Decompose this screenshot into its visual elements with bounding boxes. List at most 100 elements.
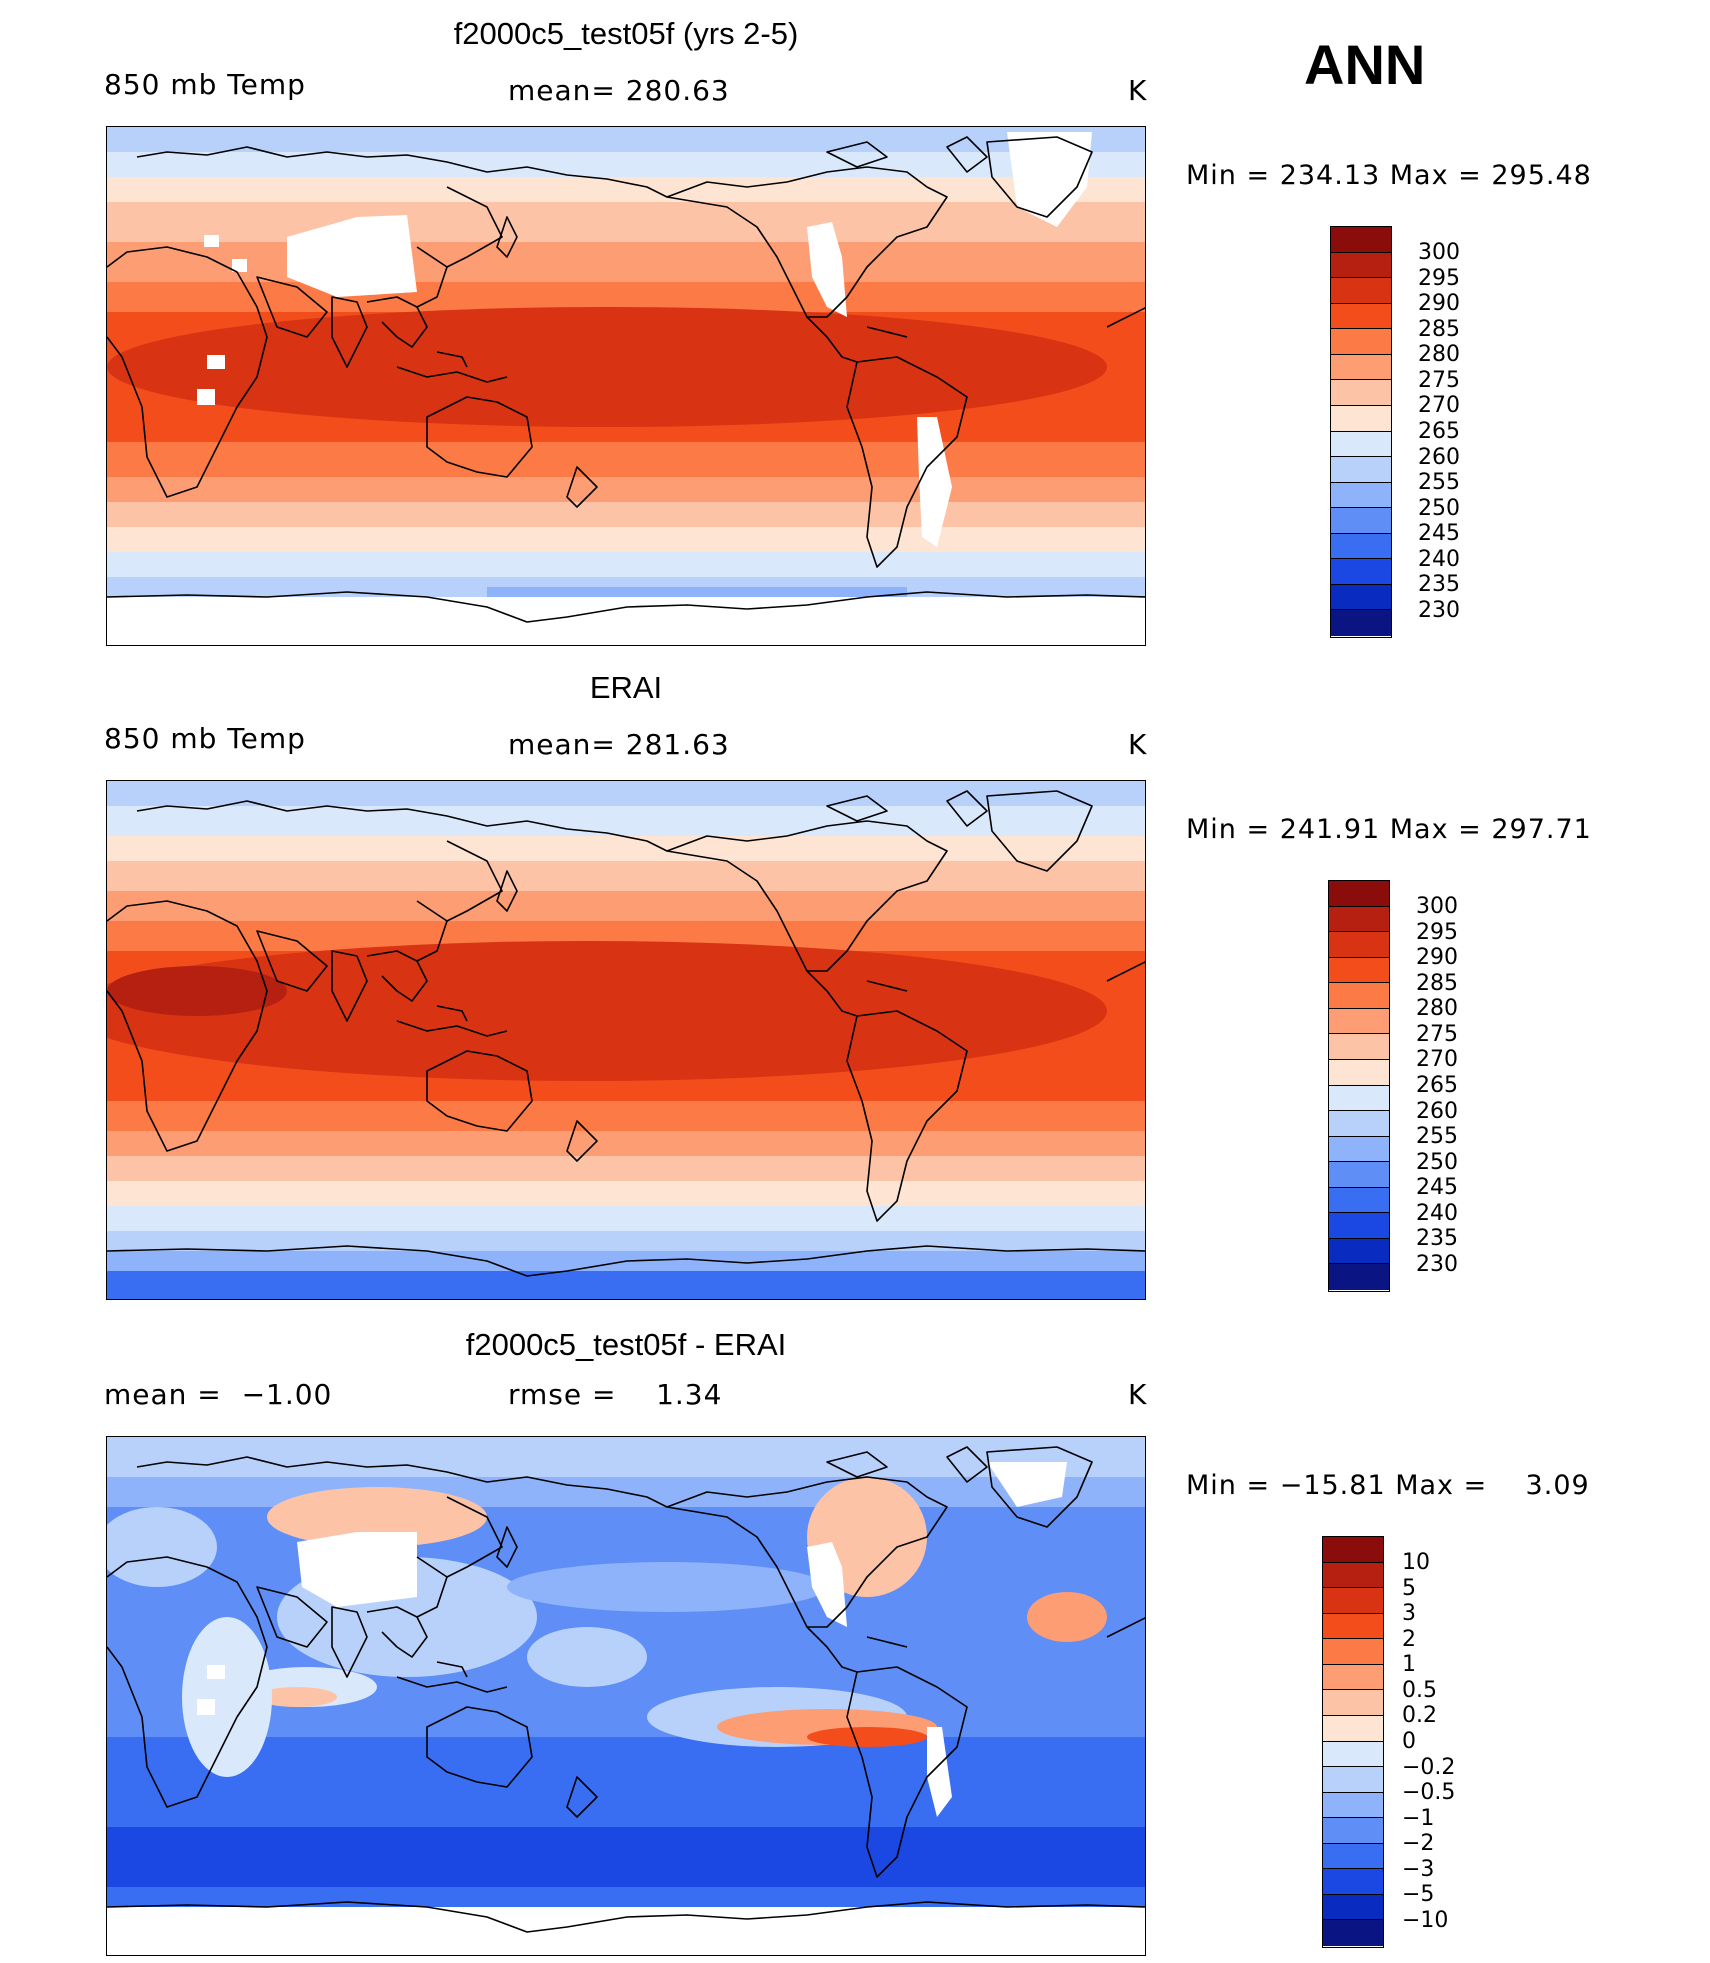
colorbar-tick-label: 0.2: [1402, 1703, 1437, 1729]
colorbar-tick-label: 0.5: [1402, 1677, 1437, 1703]
colorbar-swatch: [1323, 1741, 1383, 1768]
colorbar-tick-label: 275: [1416, 1021, 1458, 1047]
colorbar-swatch: [1323, 1562, 1383, 1589]
colorbar-tick-label: 10: [1402, 1550, 1430, 1576]
colorbar-tick-label: −0.2: [1402, 1754, 1456, 1780]
colorbar-swatch: [1329, 906, 1389, 933]
colorbar-swatch: [1323, 1639, 1383, 1665]
colorbar-tick-label: 5: [1402, 1575, 1416, 1601]
colorbar-swatch: [1323, 1690, 1383, 1716]
colorbar: [1328, 880, 1390, 1292]
colorbar-swatch: [1329, 1136, 1389, 1163]
colorbar-tick-label: 275: [1418, 367, 1460, 393]
colorbar-swatch: [1329, 1111, 1389, 1137]
units-label: K: [1128, 74, 1148, 107]
colorbar-swatch: [1323, 1588, 1383, 1614]
colorbar-tick-label: 265: [1416, 1073, 1458, 1098]
variable-label: 850 mb Temp: [104, 68, 306, 101]
colorbar-swatch: [1331, 303, 1391, 330]
colorbar-tick-label: 245: [1418, 521, 1460, 547]
colorbar-tick-label: −5: [1402, 1882, 1435, 1908]
colorbar-tick-label: 280: [1416, 996, 1458, 1022]
map-svg: [107, 781, 1145, 1299]
mean-label: mean = −1.00: [104, 1378, 333, 1411]
colorbar-swatch: [1329, 1008, 1389, 1035]
colorbar-tick-label: 255: [1416, 1124, 1458, 1150]
colorbar-swatch: [1323, 1894, 1383, 1921]
colorbar-swatch: [1329, 1213, 1389, 1239]
colorbar-swatch: [1323, 1537, 1383, 1563]
mean-label: mean= 281.63: [508, 728, 730, 761]
colorbar: [1330, 226, 1392, 638]
min-max-label: Min = 234.13 Max = 295.48: [1186, 160, 1592, 191]
colorbar-swatch: [1323, 1613, 1383, 1640]
min-max-label: Min = −15.81 Max = 3.09: [1186, 1470, 1590, 1501]
colorbar-swatch: [1329, 1264, 1389, 1290]
colorbar-swatch: [1331, 482, 1391, 509]
colorbar-swatch: [1323, 1843, 1383, 1870]
colorbar-swatch: [1329, 932, 1389, 958]
missing-data-regions: [107, 132, 1145, 645]
colorbar-swatch: [1323, 1920, 1383, 1946]
colorbar-swatch: [1329, 983, 1389, 1009]
map-plot: [106, 780, 1146, 1300]
missing-data-regions: [107, 1462, 1145, 1955]
colorbar-tick-label: −10: [1402, 1907, 1449, 1933]
colorbar-tick-label: 280: [1418, 342, 1460, 368]
map-plot: [106, 126, 1146, 646]
map-svg: [107, 127, 1145, 645]
colorbar-tick-label: 230: [1418, 597, 1460, 623]
colorbar-tick-label: 260: [1416, 1098, 1458, 1124]
map-plot: [106, 1436, 1146, 1956]
panel-title: f2000c5_test05f - ERAI: [465, 1327, 787, 1362]
mean-label: mean= 280.63: [508, 74, 730, 107]
colorbar-tick-label: 290: [1416, 945, 1458, 971]
colorbar-tick-label: 250: [1418, 495, 1460, 521]
colorbar-swatch: [1323, 1767, 1383, 1793]
colorbar-tick-label: 3: [1402, 1601, 1416, 1627]
colorbar-tick-label: 230: [1416, 1251, 1458, 1277]
panel-title: f2000c5_test05f (yrs 2-5): [453, 16, 799, 51]
colorbar: [1322, 1536, 1384, 1948]
rmse-label: rmse = 1.34: [508, 1378, 723, 1411]
colorbar-tick-label: −1: [1402, 1805, 1435, 1831]
colorbar-swatch: [1331, 457, 1391, 483]
colorbar-swatch: [1329, 1034, 1389, 1060]
colorbar-tick-label: 235: [1416, 1226, 1458, 1252]
colorbar-swatch: [1331, 610, 1391, 636]
colorbar-swatch: [1329, 1085, 1389, 1112]
colorbar-swatch: [1331, 354, 1391, 381]
colorbar-tick-label: 245: [1416, 1175, 1458, 1201]
map-svg: [107, 1437, 1145, 1955]
colorbar-tick-label: 255: [1418, 470, 1460, 496]
panel-title: ERAI: [589, 670, 663, 705]
colorbar-tick-label: 250: [1416, 1149, 1458, 1175]
colorbar-tick-label: 260: [1418, 444, 1460, 470]
colorbar-swatch: [1329, 1187, 1389, 1214]
colorbar-swatch: [1331, 533, 1391, 560]
colorbar-tick-label: 285: [1416, 970, 1458, 996]
colorbar-tick-label: 285: [1418, 316, 1460, 342]
colorbar-swatch: [1331, 278, 1391, 304]
colorbar-tick-label: 270: [1418, 393, 1460, 419]
colorbar-tick-label: 270: [1416, 1047, 1458, 1073]
units-label: K: [1128, 1378, 1148, 1411]
colorbar-swatch: [1331, 329, 1391, 355]
colorbar-tick-label: 2: [1402, 1626, 1416, 1652]
colorbar-swatch: [1329, 1238, 1389, 1265]
colorbar-swatch: [1329, 1162, 1389, 1188]
colorbar-swatch: [1331, 405, 1391, 432]
colorbar-swatch: [1329, 1059, 1389, 1086]
colorbar-tick-label: 240: [1416, 1200, 1458, 1226]
colorbar-tick-label: 295: [1416, 919, 1458, 945]
colorbar-tick-label: 300: [1416, 894, 1458, 920]
season-label: ANN: [1304, 33, 1426, 96]
colorbar-tick-label: 240: [1418, 546, 1460, 572]
colorbar-tick-label: −0.5: [1402, 1780, 1456, 1806]
colorbar-swatch: [1331, 431, 1391, 458]
colorbar-tick-label: 290: [1418, 291, 1460, 317]
colorbar-tick-label: −3: [1402, 1856, 1435, 1882]
colorbar-swatch: [1331, 584, 1391, 611]
colorbar-swatch: [1331, 380, 1391, 406]
colorbar-tick-label: 0: [1402, 1729, 1416, 1754]
